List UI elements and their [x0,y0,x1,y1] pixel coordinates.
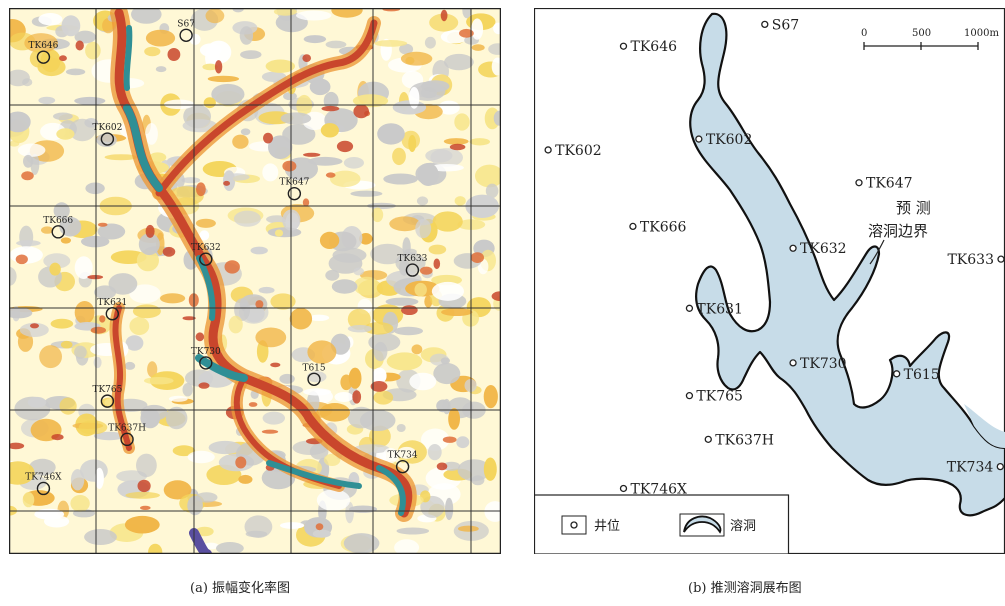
well-markers: S67 TK646 TK602 TK602 TK647 TK666 TK632 TK633 TK… [544,17,1005,497]
annotation-line2: 溶洞边界 [868,222,928,240]
map-frame [8,7,502,555]
well-label-tk730: TK730 [800,356,847,372]
scale-tick-500: 500 [912,28,931,39]
well-label-tk633: TK633 [397,254,427,264]
well-label-tk734: TK734 [388,451,418,461]
cave-distribution-map: S67 TK646 TK602 TK602 TK647 TK666 TK632 TK633 TK… [533,7,1005,555]
well-marker-tk734 [395,459,410,474]
well-marker-tk631 [105,307,120,321]
well-label-tk765: TK765 [696,389,743,405]
legend-well-icon [570,521,578,529]
well-marker-tk631 [685,304,694,312]
well-label-tk666: TK666 [43,216,73,226]
legend: 井位 溶洞 [533,494,790,555]
well-label-tk646: TK646 [630,39,677,55]
well-marker-t615 [307,372,321,386]
caption-a: (a) 振幅变化率图 [190,581,291,596]
well-label-tk602: TK602 [706,132,753,148]
well-label-tk734: TK734 [947,460,994,476]
well-label-tk633: TK633 [947,252,994,268]
legend-well-label: 井位 [594,519,620,534]
well-marker-tk637h [120,432,134,447]
well-marker-tk765 [100,394,115,408]
cave-outline [689,12,1005,517]
well-marker-s67 [179,28,193,42]
well-label-s67: S67 [772,17,799,33]
well-label-tk602: TK602 [555,143,602,159]
well-label-tk666: TK666 [640,219,687,235]
annotation-line1: 预 测 [896,199,931,217]
well-marker-tk632 [199,252,213,266]
well-marker-tk730 [789,359,797,367]
well-label-tk647: TK647 [866,176,913,192]
well-marker-tk602 [544,146,552,154]
well-marker-tk730 [199,356,213,370]
well-marker-tk646 [619,42,628,50]
caption-b: (b) 推测溶洞展布图 [688,581,802,596]
well-marker-tk746x [619,484,628,493]
well-label-tk631: TK631 [696,301,743,317]
well-marker-tk765 [685,392,694,400]
well-label-tk746x: TK746X [25,472,62,482]
well-label-tk632: TK632 [800,241,847,257]
well-marker-tk734 [996,462,1004,471]
legend-cave-label: 溶洞 [730,519,756,534]
well-marker-s67 [761,20,769,29]
well-label-tk647: TK647 [279,178,309,188]
well-label-tk632: TK632 [191,243,221,253]
scale-bar: 0 500 1000m [861,28,999,50]
well-label-t615: T615 [302,363,325,373]
well-label-tk637h: TK637H [715,432,774,448]
well-marker-t615 [893,370,901,378]
well-marker-tk602 [695,135,703,143]
well-label-t615: T615 [904,367,940,383]
scale-tick-0: 0 [861,28,867,39]
well-marker-tk632 [789,244,797,252]
well-marker-tk646 [36,50,51,64]
well-label-tk730: TK730 [191,347,221,357]
well-label-tk746x: TK746X [630,481,687,497]
well-marker-tk633 [997,255,1005,263]
well-marker-tk746x [36,481,51,496]
well-label-tk646: TK646 [28,41,58,51]
scale-tick-1000: 1000m [964,28,999,39]
well-label-tk602: TK602 [92,123,122,133]
well-marker-tk647 [287,186,302,201]
well-markers: TK646 S67 TK602 TK647 TK666 TK632 TK633 TK631 TK… [25,19,428,496]
well-label-tk765: TK765 [92,385,122,395]
amplitude-map: TK646 S67 TK602 TK647 TK666 TK632 TK633 TK631 TK… [8,7,502,555]
legend-cave-icon [683,515,722,534]
predicted-boundary-annotation: 预 测 溶洞边界 [868,199,931,265]
well-label-tk637h: TK637H [108,423,146,433]
well-marker-tk602 [100,132,115,146]
well-label-s67: S67 [177,19,195,29]
cave-distribution-panel: S67 TK646 TK602 TK602 TK647 TK666 TK632 TK633 TK… [533,7,1005,555]
well-marker-tk637h [704,435,712,443]
amplitude-map-panel: TK646 S67 TK602 TK647 TK666 TK632 TK633 TK631 TK… [8,7,502,555]
well-marker-tk666 [51,225,65,239]
cave-anomaly-channels [109,8,417,554]
well-marker-tk633 [405,263,420,277]
well-label-tk631: TK631 [97,298,127,308]
well-marker-tk666 [629,222,637,231]
map-grid [9,8,501,554]
well-marker-tk647 [855,179,863,187]
